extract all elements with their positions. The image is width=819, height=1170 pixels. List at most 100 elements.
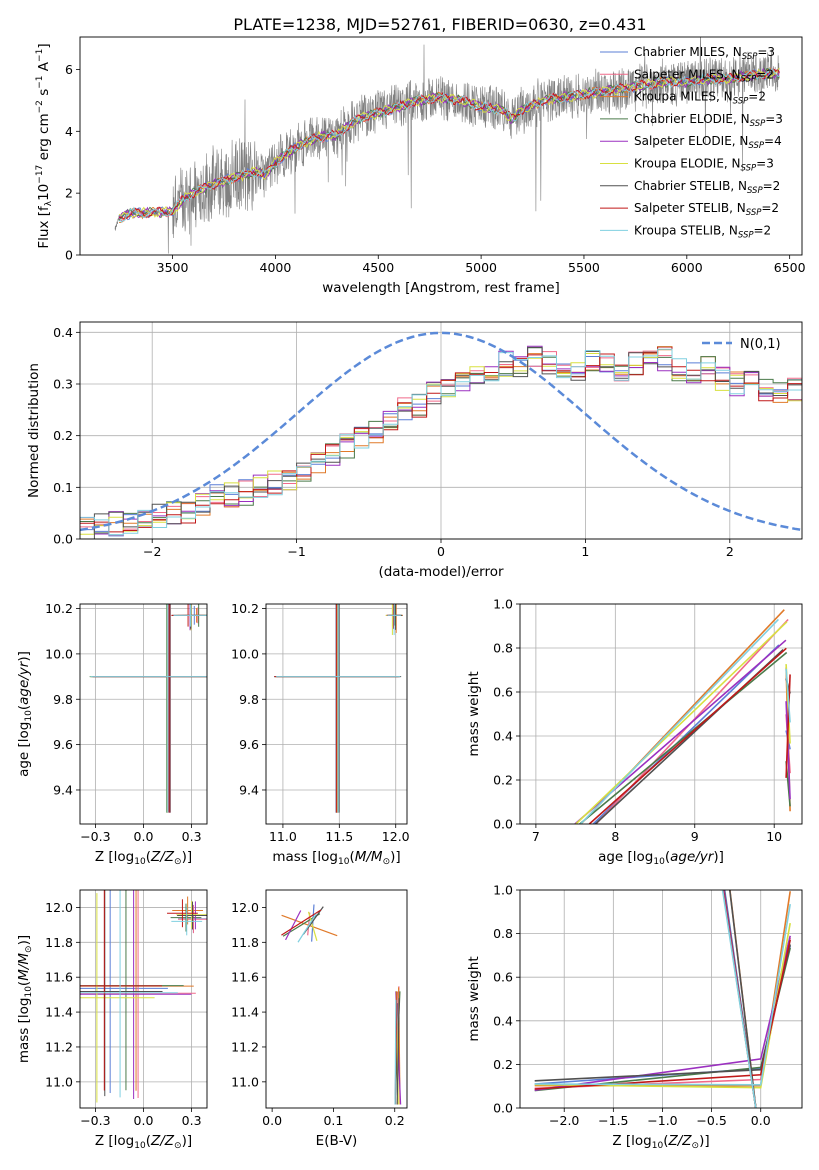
mass-ebv-bar [311,904,315,942]
weight-age-line [575,621,788,824]
x-tick-label: 0.0 [262,1113,282,1128]
x-tick-label: 6000 [671,260,703,275]
y-tick-label: 11.4 [45,1005,73,1020]
x-axis-label: Z [log10(Z/Z⊙)] [95,849,192,867]
model-spectrum [118,68,780,220]
model-spectrum [118,67,780,223]
mass-ebv-bar [281,909,322,936]
mass-ebv-bar [297,913,317,943]
weight-age-line [580,618,779,824]
x-tick-label: −1 [287,544,305,559]
legend-label: Chabrier ELODIE, NSSP=3 [634,112,783,129]
x-axis-label: Z [log10(Z/Z⊙)] [95,1133,192,1151]
axes-frame [265,603,408,825]
y-tick-label: 11.2 [231,1039,259,1054]
x-tick-label: 4000 [260,260,292,275]
axes-frame [519,603,803,825]
y-tick-label: 9.6 [239,737,259,752]
y-tick-label: 9.8 [239,692,259,707]
y-tick-label: 11.8 [45,935,73,950]
y-axis-label: mass [log10(M/M⊙)] [16,935,34,1063]
y-tick-label: 9.4 [239,782,259,797]
y-tick-label: 11.0 [45,1074,73,1089]
y-tick-label: 0 [65,248,73,263]
legend-label: Kroupa STELIB, NSSP=2 [634,223,771,240]
y-tick-label: 10.2 [231,601,259,616]
y-tick-label: 0.4 [493,729,513,744]
x-tick-label: 0 [437,544,445,559]
x-tick-label: 5000 [465,260,497,275]
x-axis-label: Z [log10(Z/Z⊙)] [612,1133,709,1151]
x-tick-label: 11.5 [325,829,353,844]
y-tick-label: 1.0 [493,883,513,898]
y-tick-label: 9.4 [53,782,73,797]
axes-frame [265,889,408,1109]
histogram-step [80,346,802,539]
mass-ebv-bar [285,910,302,941]
x-axis-label: mass [log10(M/M⊙)] [272,849,400,867]
spectrum-legend: Chabrier MILES, NSSP=3 Salpeter MILES, NS… [600,45,783,240]
y-tick-label: 11.0 [231,1074,259,1089]
y-tick-label: 0.6 [493,685,513,700]
weight-z-line [728,890,757,1108]
x-tick-label: 7 [532,829,540,844]
histogram-step [80,346,802,533]
y-tick-label: 0.4 [493,1013,513,1028]
mass-ebv-panel: 0.0 0.1 0.2 11.0 11.2 11.4 11.6 11.8 12.0 E(B-V) [231,889,408,1149]
legend-label: Chabrier MILES, NSSP=3 [634,45,775,62]
axes-frame [519,889,803,1109]
x-axis-label: age [log10(age/yr)] [598,849,724,867]
x-tick-label: 0.1 [323,1113,343,1128]
figure-title: PLATE=1238, MJD=52761, FIBERID=0630, z=0… [233,15,646,34]
x-tick-label: 2 [726,544,734,559]
histogram-step [80,356,802,537]
spectrum-panel: 3500 4000 4500 5000 5500 6000 6500 0 2 4 6 waveleng… [35,36,806,296]
x-axis-label: E(B-V) [316,1133,358,1149]
legend-label: Kroupa ELODIE, NSSP=3 [634,157,774,174]
y-tick-label: 4 [65,124,73,139]
x-tick-label: −1.5 [598,1113,628,1128]
x-tick-label: −1.0 [647,1113,677,1128]
weight-z-line [534,922,791,1089]
x-tick-label: 8 [611,829,619,844]
histogram-step [80,346,802,535]
plot-area [281,904,402,1105]
y-tick-label: 6 [65,62,73,77]
y-tick-label: 0.2 [493,1057,513,1072]
x-tick-label: 6500 [774,260,806,275]
y-tick-label: 11.4 [231,1005,259,1020]
observed-spectrum [114,37,780,254]
x-tick-label: 9 [691,829,699,844]
histogram-step [80,347,802,534]
y-tick-label: 12.0 [45,900,73,915]
x-axis-label: wavelength [Angstrom, rest frame] [322,280,560,296]
x-tick-label: −2.0 [549,1113,579,1128]
plot-area [114,37,780,254]
y-tick-label: 0.1 [53,480,73,495]
weight-age-line [785,668,791,723]
y-axis-label: age [log10(age/yr)] [16,651,34,777]
y-tick-label: 0.6 [493,970,513,985]
x-tick-label: 12.0 [382,829,410,844]
y-tick-label: 0.0 [493,817,513,832]
y-tick-label: 1.0 [493,597,513,612]
x-tick-label: 0.3 [182,1113,202,1128]
residual-panel: −2 −1 0 1 2 0.0 0.1 0.2 0.3 0.4 (data-model)/error… [26,321,803,580]
x-tick-label: 11.0 [269,829,297,844]
y-tick-label: 11.2 [45,1039,73,1054]
y-axis-label: mass weight [466,671,482,756]
legend-label: Chabrier STELIB, NSSP=2 [634,179,780,196]
x-tick-label: −2 [143,544,161,559]
y-tick-label: 0.3 [53,377,73,392]
x-tick-label: 10 [766,829,782,844]
weight-z-line [534,903,791,1086]
legend-label: Salpeter MILES, NSSP=2 [634,67,774,84]
plot-area [534,890,791,1108]
y-tick-label: 0.8 [493,926,513,941]
y-tick-label: 9.8 [53,692,73,707]
plot-area [80,890,207,1103]
x-tick-label: −0.3 [80,829,110,844]
y-tick-label: 0.0 [53,532,73,547]
y-axis-label: mass weight [466,956,482,1041]
